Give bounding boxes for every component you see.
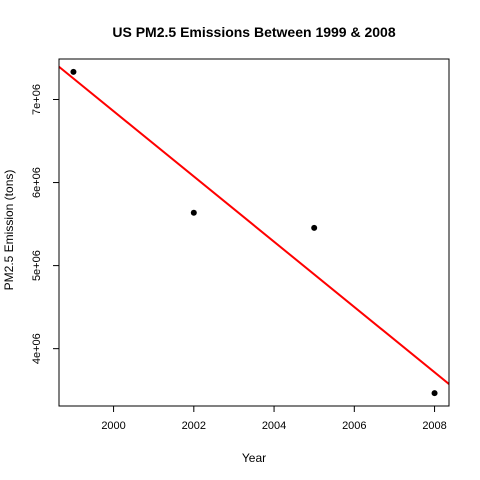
y-axis-label: PM2.5 Emission (tons) xyxy=(2,170,16,291)
x-tick-label: 2000 xyxy=(101,420,125,432)
y-tick-label: 4e+06 xyxy=(31,333,43,364)
x-tick-label: 2006 xyxy=(342,420,366,432)
y-axis: 4e+06 5e+06 6e+06 7e+06 xyxy=(31,84,59,364)
y-tick-label: 6e+06 xyxy=(31,167,43,198)
trend-line xyxy=(58,66,450,385)
data-point xyxy=(190,209,197,216)
x-tick-label: 2002 xyxy=(182,420,206,432)
plot-frame xyxy=(58,58,450,407)
data-point xyxy=(431,390,438,397)
data-point xyxy=(311,224,318,231)
x-axis-label: Year xyxy=(242,451,266,465)
chart-title: US PM2.5 Emissions Between 1999 & 2008 xyxy=(112,24,395,40)
y-tick-label: 7e+06 xyxy=(31,84,43,115)
x-tick-label: 2008 xyxy=(422,420,446,432)
plot-area xyxy=(58,66,450,397)
y-tick-label: 5e+06 xyxy=(31,250,43,281)
data-point xyxy=(70,68,77,75)
x-tick-label: 2004 xyxy=(262,420,286,432)
x-axis: 2000 2002 2004 2006 2008 xyxy=(101,406,447,432)
